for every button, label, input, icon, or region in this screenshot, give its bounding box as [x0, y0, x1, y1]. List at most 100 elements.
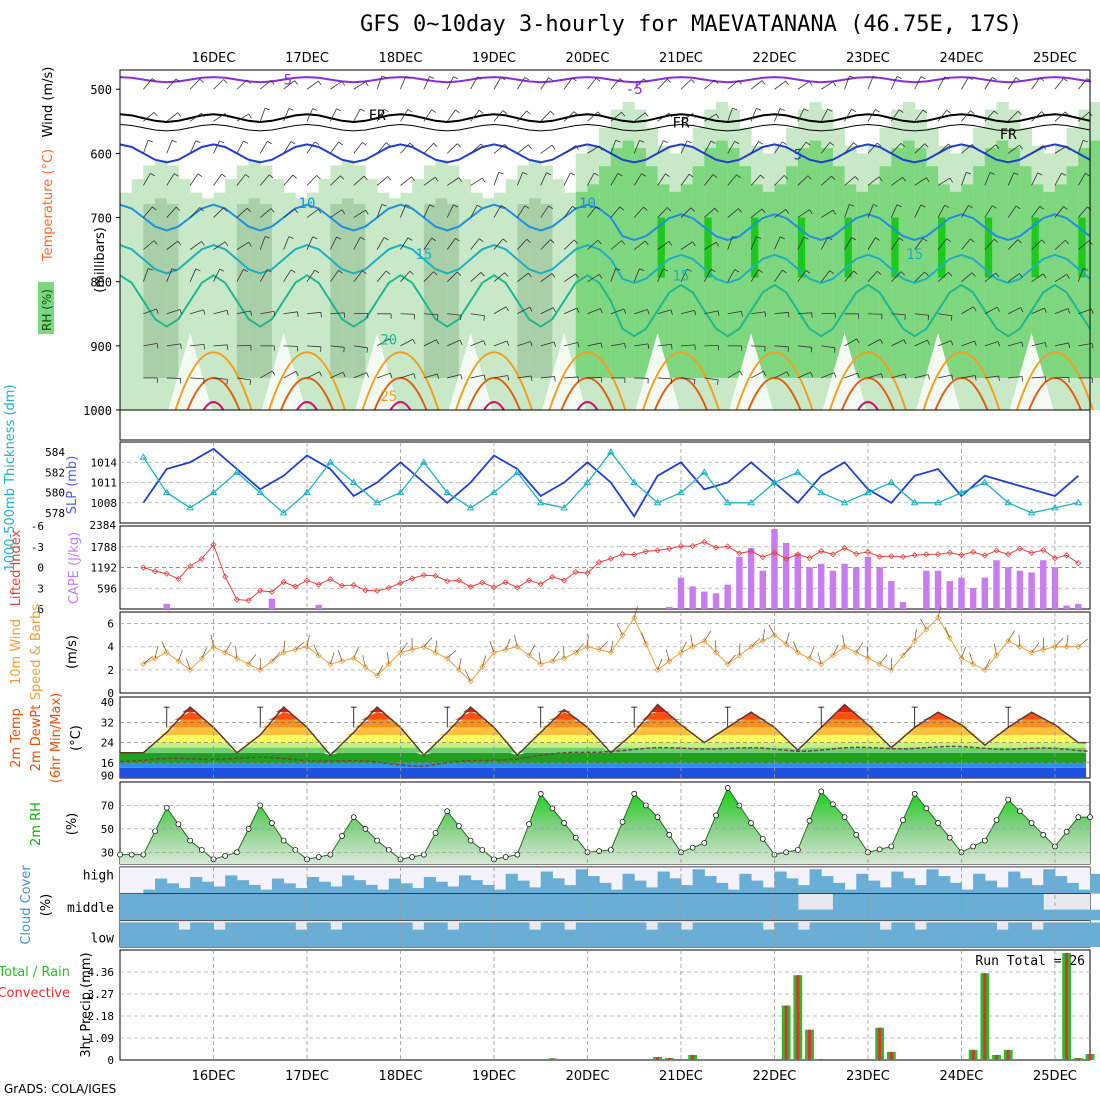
- cloud-cover-block: [529, 893, 542, 921]
- wind-barb: [774, 345, 789, 348]
- wind-barb-flag: [388, 338, 393, 344]
- cloud-cover-block: [143, 893, 156, 921]
- wind-barb-flag: [902, 177, 906, 182]
- wind-barb-flag: [971, 272, 976, 277]
- rh2m-point: [818, 788, 825, 795]
- wind-barb-flag: [1015, 77, 1021, 81]
- wind-barb-flag: [1039, 77, 1045, 82]
- wind-barb-flag: [362, 142, 367, 146]
- isotherm-25: [829, 351, 907, 411]
- cloud-cover-block: [330, 929, 343, 947]
- wind-barb-flag: [692, 113, 696, 118]
- wind-barb-flag: [312, 108, 318, 111]
- cloud-cover-block: [306, 922, 320, 947]
- wind-barb: [493, 238, 504, 250]
- wind10-barb: [879, 654, 888, 665]
- rh2m-point: [806, 817, 813, 824]
- wind-barb-flag: [526, 110, 531, 115]
- cloud-cover-block: [178, 888, 191, 894]
- rh-shading-light: [505, 179, 518, 410]
- lifted-index-point: [1075, 560, 1082, 567]
- wind-barb-flag: [483, 340, 486, 346]
- wind-barb: [470, 340, 484, 347]
- wind-barb: [774, 141, 783, 154]
- rh-shading-mid: [786, 166, 799, 378]
- isotherm-30: [467, 377, 521, 411]
- cape-bar: [923, 570, 930, 609]
- wind-barb: [447, 374, 461, 379]
- wind-barb: [1054, 239, 1066, 250]
- wind-barb-flag: [433, 143, 438, 148]
- wind-barb: [166, 343, 181, 347]
- wind-barb: [143, 240, 155, 250]
- wind-barb-flag: [595, 206, 601, 210]
- rh-shading-mid: [821, 148, 834, 378]
- thickness-point: [793, 468, 802, 475]
- cloud-cover-block: [412, 893, 425, 921]
- wind-barb-flag: [365, 209, 369, 215]
- wind-barb: [306, 175, 318, 186]
- wind10-point: [268, 658, 275, 665]
- wind10-tick: 0: [107, 687, 114, 700]
- wind-barb-flag: [710, 140, 716, 144]
- wind-barb: [376, 237, 385, 250]
- cloud-cover-block: [353, 922, 366, 947]
- wind10-point: [724, 661, 731, 668]
- wind-barb: [213, 140, 220, 154]
- wind-barb: [610, 268, 617, 282]
- wind-barb: [727, 108, 733, 122]
- cloud-cover-block: [295, 893, 308, 921]
- wind-barb-flag: [829, 142, 835, 146]
- ylabel-wind10: 10m Wind: [9, 619, 24, 685]
- cloud-cover-block: [821, 922, 834, 947]
- wind-barb-flag: [970, 110, 975, 115]
- wind-barb-flag: [524, 205, 530, 209]
- wind10-point: [385, 661, 392, 668]
- wind-barb: [260, 310, 275, 315]
- cloud-cover-block: [540, 893, 553, 921]
- cloud-cover-block: [1019, 893, 1033, 921]
- wind10-point: [689, 643, 696, 650]
- lifted-index-point: [303, 577, 311, 584]
- wind-barb-flag: [177, 112, 182, 117]
- isotherm-35: [576, 401, 599, 411]
- rh-shading-mid: [143, 203, 156, 378]
- wind-barb: [703, 140, 712, 154]
- pressure-tick: 1000: [83, 404, 112, 418]
- cloud-cover-block: [1054, 909, 1068, 921]
- ylabel-slp: SLP (mb): [65, 456, 80, 515]
- thickness-point: [1027, 508, 1036, 516]
- temp2m-band: [120, 727, 1087, 735]
- wind-barb: [1054, 308, 1069, 315]
- wind-barb: [891, 271, 902, 282]
- precip-convective-bar: [819, 1058, 823, 1060]
- rh2m-point: [1017, 808, 1023, 815]
- rh2m-point: [140, 851, 147, 858]
- rh2m-point: [222, 852, 229, 859]
- rh-legend-swatch: [38, 282, 54, 334]
- precip-convective-bar: [889, 1051, 893, 1060]
- wind-barb-flag: [833, 372, 837, 378]
- contour-label: FR: [369, 108, 386, 124]
- wind10-barb: [446, 649, 457, 659]
- wind-barb: [890, 237, 900, 250]
- rh-shading-mid: [903, 140, 916, 378]
- wind-barb: [189, 112, 202, 122]
- wind-barb-flag: [807, 175, 812, 180]
- wind-barb-flag: [551, 144, 556, 150]
- precip-convective-bar: [971, 1049, 975, 1060]
- rh-shading-mid: [973, 166, 986, 378]
- wind-barb-flag: [1066, 274, 1070, 279]
- cloud-cover-block: [271, 893, 285, 921]
- wind-barb: [563, 145, 576, 154]
- ylabel-wind10-unit: (m/s): [65, 635, 80, 669]
- wind-barb-flag: [1017, 110, 1022, 116]
- wind-barb-flag: [898, 237, 904, 242]
- wind-barb-flag: [171, 268, 177, 271]
- wind10-point: [1063, 643, 1070, 650]
- cloud-cover-block: [634, 880, 647, 894]
- lifted-index-point: [841, 544, 848, 552]
- lifted-index-point: [771, 549, 778, 556]
- wind-barb-flag: [270, 79, 275, 85]
- wind-barb: [984, 375, 999, 379]
